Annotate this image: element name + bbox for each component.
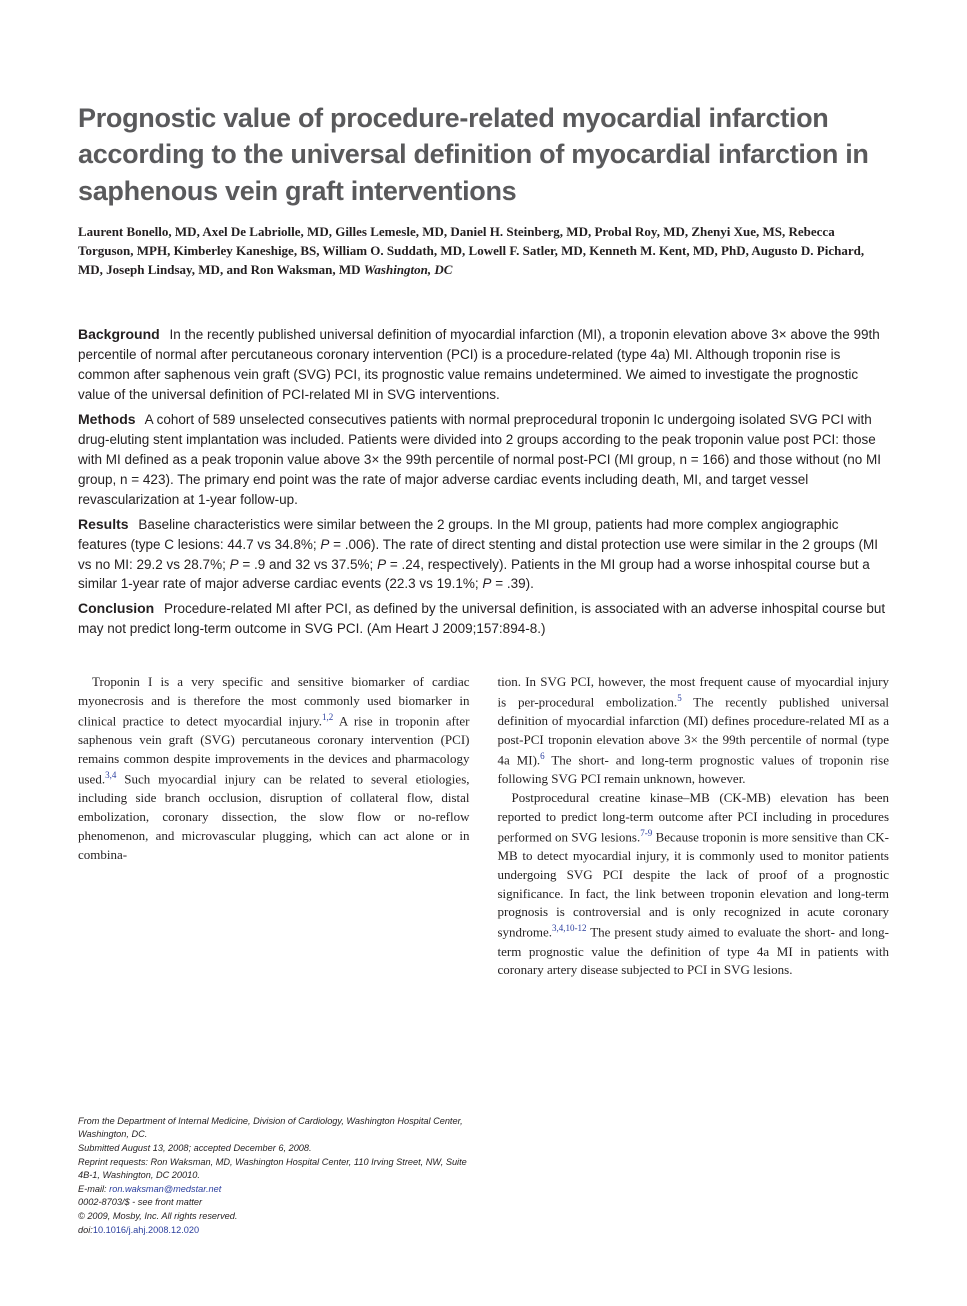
results-text-5: = .39). [491,576,533,591]
abstract-block: Background In the recently published uni… [78,324,889,640]
footnote-copyright: © 2009, Mosby, Inc. All rights reserved. [78,1210,468,1223]
body-columns: Troponin I is a very specific and sensit… [78,673,889,980]
results-text-3: = .9 and 32 vs 37.5%; [239,557,377,572]
citation-ref-6[interactable]: 3,4,10-12 [552,923,587,933]
footnote-email-line: E-mail: ron.waksman@medstar.net [78,1183,468,1196]
email-label: E-mail: [78,1184,107,1194]
p-value-3: P [377,557,386,572]
methods-text: A cohort of 589 unselected consecutives … [78,412,881,507]
citation-ref-5[interactable]: 7-9 [640,828,652,838]
background-text: In the recently published universal defi… [78,327,880,402]
body-para-1: Troponin I is a very specific and sensit… [78,673,470,864]
body-para-1-cont: tion. In SVG PCI, however, the most freq… [498,673,890,789]
footnote-reprint: Reprint requests: Ron Waksman, MD, Washi… [78,1156,468,1182]
body-para-2: Postprocedural creatine kinase–MB (CK-MB… [498,789,890,980]
footnote-issn: 0002-8703/$ - see front matter [78,1196,468,1209]
article-title: Prognostic value of procedure-related my… [78,100,889,209]
p-value-2: P [230,557,239,572]
footnotes-block: From the Department of Internal Medicine… [78,1115,468,1238]
affiliation: Washington, DC [364,262,453,277]
email-link[interactable]: ron.waksman@medstar.net [109,1184,221,1194]
body-text-2c: The short- and long-term prognostic valu… [498,752,889,786]
footnote-submitted: Submitted August 13, 2008; accepted Dece… [78,1142,468,1155]
citation-ref-1[interactable]: 1,2 [322,712,333,722]
abstract-methods: Methods A cohort of 589 unselected conse… [78,409,889,510]
abstract-background: Background In the recently published uni… [78,324,889,405]
results-label: Results [78,516,129,532]
doi-label: doi: [78,1225,93,1235]
abstract-results: Results Baseline characteristics were si… [78,514,889,595]
conclusion-text: Procedure-related MI after PCI, as defin… [78,601,885,636]
footnote-doi-line: doi:10.1016/j.ahj.2008.12.020 [78,1224,468,1237]
conclusion-label: Conclusion [78,600,154,616]
citation-ref-2[interactable]: 3,4 [105,770,116,780]
authors-text: Laurent Bonello, MD, Axel De Labriolle, … [78,224,864,277]
doi-link[interactable]: 10.1016/j.ahj.2008.12.020 [93,1225,199,1235]
body-text-1c: Such myocardial injury can be related to… [78,771,470,861]
column-left: Troponin I is a very specific and sensit… [78,673,470,980]
methods-label: Methods [78,411,136,427]
abstract-conclusion: Conclusion Procedure-related MI after PC… [78,598,889,639]
background-label: Background [78,326,160,342]
footnote-from: From the Department of Internal Medicine… [78,1115,468,1141]
author-list: Laurent Bonello, MD, Axel De Labriolle, … [78,223,889,280]
column-right: tion. In SVG PCI, however, the most freq… [498,673,890,980]
